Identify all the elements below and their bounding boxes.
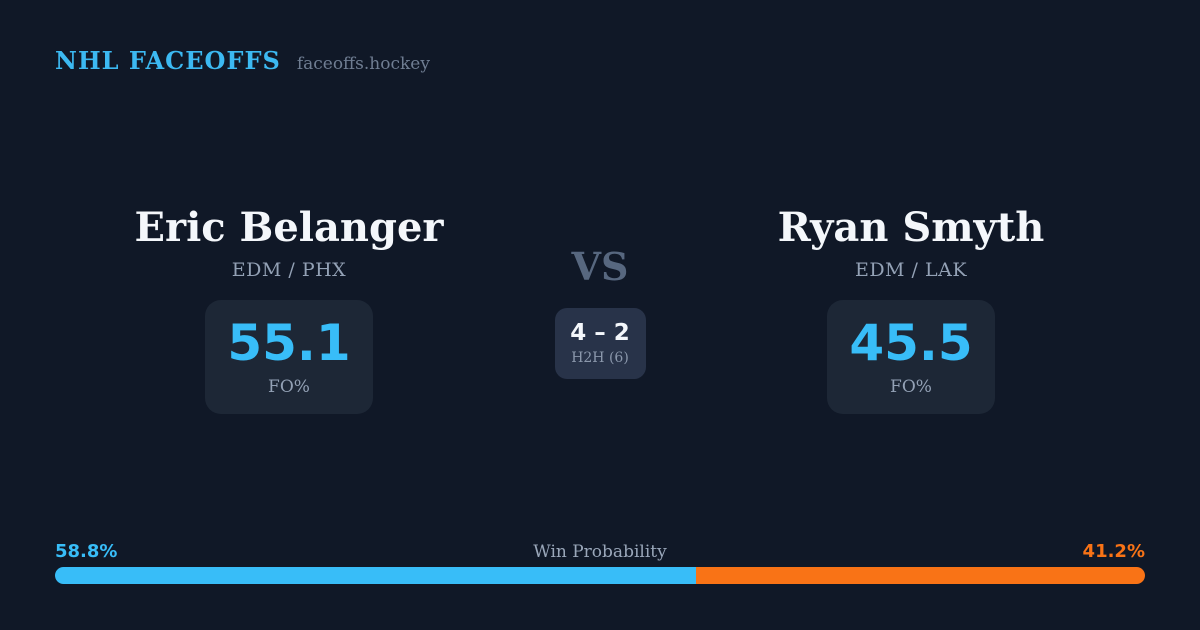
vs-label: VS [571, 244, 629, 289]
win-probability-left-pct: 58.8% [55, 541, 118, 562]
player2-stat-card: 45.5 FO% [827, 300, 995, 414]
win-bar-right-segment [695, 567, 1145, 584]
header: NHL FACEOFFS faceoffs.hockey [55, 46, 430, 75]
h2h-score: 4 – 2 [570, 319, 630, 346]
player2-teams: EDM / LAK [854, 259, 968, 281]
win-bar-left-segment [55, 567, 696, 584]
versus-column: VS 4 – 2 H2H (6) [500, 248, 700, 379]
player2-stat-label: FO% [890, 376, 932, 397]
win-probability-labels: 58.8% Win Probability 41.2% [55, 541, 1145, 563]
win-probability-bar [55, 567, 1145, 584]
player2-name: Ryan Smyth [777, 204, 1045, 251]
h2h-label: H2H (6) [571, 349, 629, 366]
player2-stat-value: 45.5 [849, 313, 973, 372]
win-probability-right-pct: 41.2% [1082, 541, 1145, 562]
brand-title: NHL FACEOFFS [55, 46, 281, 75]
player1-stat-value: 55.1 [227, 313, 351, 372]
player1-name: Eric Belanger [134, 204, 444, 251]
player1-teams: EDM / PHX [231, 259, 347, 281]
site-url: faceoffs.hockey [296, 54, 430, 74]
player2-column: Ryan Smyth EDM / LAK 45.5 FO% [731, 205, 1091, 414]
win-probability-title: Win Probability [533, 542, 667, 562]
h2h-card: 4 – 2 H2H (6) [554, 308, 646, 379]
player1-stat-card: 55.1 FO% [205, 300, 373, 414]
player1-stat-label: FO% [268, 376, 310, 397]
player1-column: Eric Belanger EDM / PHX 55.1 FO% [109, 205, 469, 414]
